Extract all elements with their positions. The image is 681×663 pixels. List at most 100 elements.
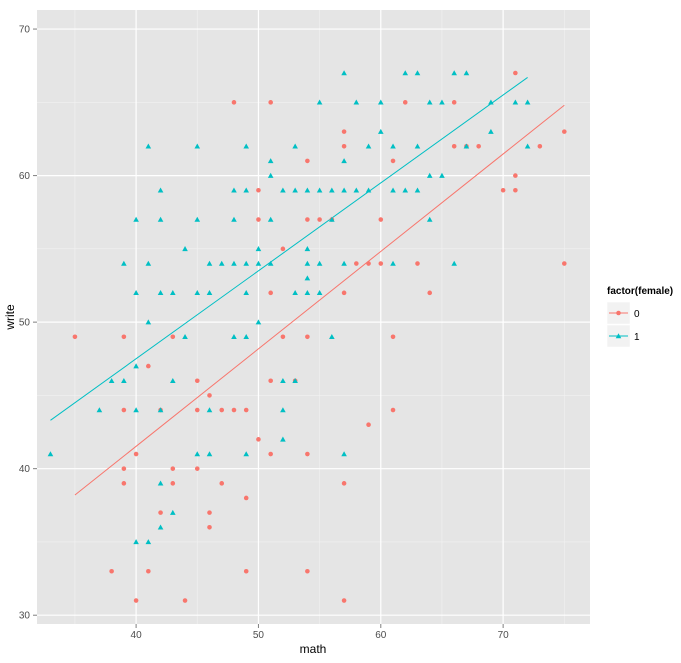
point-series-1 (145, 260, 152, 266)
point-series-1 (157, 187, 164, 193)
point-series-0 (317, 217, 322, 222)
point-series-0 (415, 261, 420, 266)
point-series-0 (133, 451, 139, 457)
point-series-1 (341, 70, 347, 76)
point-series-1 (157, 290, 164, 296)
point-series-1 (157, 524, 164, 530)
point-series-1 (524, 143, 531, 149)
point-series-0 (207, 393, 212, 398)
point-series-1 (133, 363, 139, 369)
point-series-0 (146, 568, 151, 574)
point-series-0 (341, 598, 347, 603)
point-series-1 (121, 377, 127, 383)
point-series-1 (451, 70, 457, 76)
point-series-1 (157, 480, 164, 486)
y-tick-label: 70 (19, 25, 31, 36)
point-series-1 (341, 158, 347, 164)
point-series-0 (268, 451, 273, 457)
point-series-1 (512, 99, 519, 105)
point-series-0 (341, 481, 347, 486)
point-series-1 (133, 407, 139, 413)
point-series-0 (243, 495, 249, 501)
y-axis-title: write (3, 304, 17, 331)
point-series-0 (513, 173, 518, 178)
point-series-1 (145, 143, 152, 149)
point-series-1 (390, 187, 396, 193)
point-series-1 (206, 290, 213, 296)
point-series-0 (427, 290, 433, 296)
point-series-1 (414, 143, 421, 149)
point-series-0 (170, 334, 176, 340)
point-series-1 (390, 260, 396, 266)
point-series-1 (255, 246, 262, 252)
point-series-1 (243, 333, 250, 340)
point-series-1 (341, 187, 347, 193)
x-tick-label: 40 (131, 630, 143, 641)
point-series-0 (109, 568, 114, 574)
point-series-1 (426, 172, 433, 178)
point-series-0 (513, 187, 518, 193)
point-series-0 (562, 129, 567, 134)
point-series-1 (145, 319, 152, 325)
point-series-0 (121, 466, 127, 471)
point-series-0 (231, 407, 237, 413)
point-series-1 (170, 290, 176, 296)
point-series-1 (194, 451, 201, 457)
point-series-0 (305, 217, 310, 222)
plot-panel (37, 10, 590, 624)
point-series-0 (451, 143, 457, 149)
point-series-1 (231, 216, 237, 222)
point-series-1 (292, 290, 298, 296)
fit-lines (50, 77, 565, 496)
point-series-1 (292, 187, 298, 193)
point-series-1 (439, 99, 445, 105)
point-series-1 (304, 290, 311, 296)
point-series-1 (194, 216, 201, 222)
y-tick-label: 50 (19, 318, 31, 329)
point-series-0 (243, 568, 249, 574)
point-series-1 (377, 99, 384, 105)
point-series-1 (488, 128, 494, 134)
point-series-1 (243, 260, 250, 266)
point-series-0 (537, 143, 543, 149)
point-series-0 (390, 334, 396, 340)
point-series-0 (72, 334, 78, 340)
point-series-1 (157, 407, 164, 413)
y-tick-label: 30 (19, 611, 31, 622)
point-series-1 (133, 539, 139, 545)
point-series-0 (170, 466, 176, 471)
point-series-0 (256, 217, 261, 222)
point-series-0 (194, 378, 200, 384)
point-series-1 (182, 333, 188, 340)
point-series-1 (377, 128, 384, 134)
point-series-1 (414, 70, 421, 76)
legend-label-1: 1 (634, 332, 640, 343)
legend-label-0: 0 (634, 309, 640, 320)
point-series-1 (329, 216, 335, 222)
point-series-1 (170, 509, 176, 515)
point-series-1 (402, 187, 409, 193)
y-tick-label: 40 (19, 464, 31, 475)
point-series-0 (146, 363, 151, 369)
point-series-1 (280, 187, 286, 193)
point-series-0 (207, 510, 212, 515)
point-series-1 (463, 143, 470, 149)
point-series-0 (194, 466, 200, 471)
point-series-1 (267, 260, 274, 266)
point-series-1 (133, 290, 139, 296)
point-series-1 (255, 319, 262, 325)
point-series-1 (182, 246, 188, 252)
point-series-1 (157, 216, 164, 222)
point-series-0 (390, 158, 396, 164)
legend-key-marker-1 (615, 333, 622, 339)
point-series-0 (305, 451, 310, 457)
point-series-0 (219, 481, 225, 486)
y-tick-label: 60 (19, 171, 31, 182)
point-series-0 (354, 261, 359, 266)
point-series-1 (231, 333, 237, 340)
point-series-1 (194, 290, 201, 296)
point-series-1 (316, 187, 323, 193)
point-series-0 (121, 407, 127, 413)
point-series-1 (316, 260, 323, 266)
